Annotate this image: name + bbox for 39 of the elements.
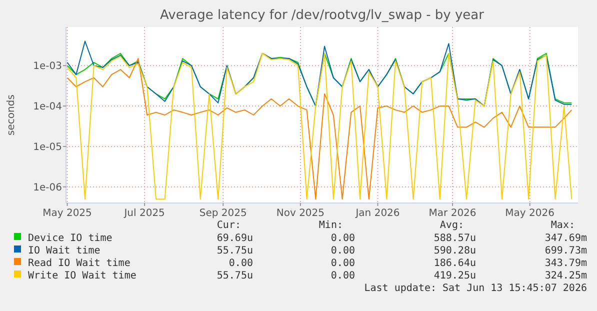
- text: 0.00: [330, 258, 355, 269]
- text: 0.00: [228, 258, 253, 269]
- text: 0.00: [330, 270, 355, 282]
- legend-label: IO Wait time: [28, 246, 100, 256]
- text: Min:: [318, 220, 343, 231]
- x-tick-label: Sep 2025: [199, 208, 247, 219]
- y-axis-title: seconds: [6, 94, 17, 136]
- x-tick-label: Jul 2025: [123, 208, 165, 219]
- text: Max:: [550, 220, 575, 231]
- text: 186.64u: [434, 258, 476, 269]
- legend-label: Read IO Wait time: [28, 258, 130, 269]
- y-tick-label: 1e-03: [33, 61, 62, 72]
- text: 419.25u: [434, 270, 476, 282]
- text: 55.75u: [216, 246, 253, 256]
- y-tick-label: 1e-04: [33, 102, 62, 113]
- text: 699.73m: [544, 246, 587, 256]
- chart-title: Average latency for /dev/rootvg/lv_swap - by year: [160, 8, 485, 23]
- text: 69.69u: [216, 233, 253, 244]
- x-tick-label: Nov 2025: [276, 208, 325, 219]
- text: Last update: Sat Jun 13 15:45:07 2026: [364, 283, 587, 294]
- y-tick-label: 1e-05: [33, 142, 62, 153]
- x-tick-label: May 2025: [42, 208, 92, 219]
- text: 588.57u: [434, 233, 476, 244]
- text: 347.69m: [544, 233, 587, 244]
- text: 55.75u: [216, 270, 253, 282]
- x-tick-label: Jan 2026: [354, 208, 400, 219]
- text: 324.25m: [544, 270, 587, 282]
- x-tick-label: Mar 2026: [428, 208, 476, 219]
- line-series: [66, 40, 572, 107]
- text: Avg:: [440, 220, 464, 231]
- text: 0.00: [330, 233, 355, 244]
- text: 0.00: [330, 246, 355, 256]
- legend-label: Device IO time: [28, 233, 112, 244]
- text: 590.28u: [434, 246, 476, 256]
- text: Cur:: [216, 220, 241, 231]
- y-tick-label: 1e-06: [33, 182, 62, 194]
- text: 343.79m: [544, 258, 587, 269]
- x-tick-label: May 2026: [505, 208, 554, 219]
- legend-label: Write IO Wait time: [28, 270, 136, 282]
